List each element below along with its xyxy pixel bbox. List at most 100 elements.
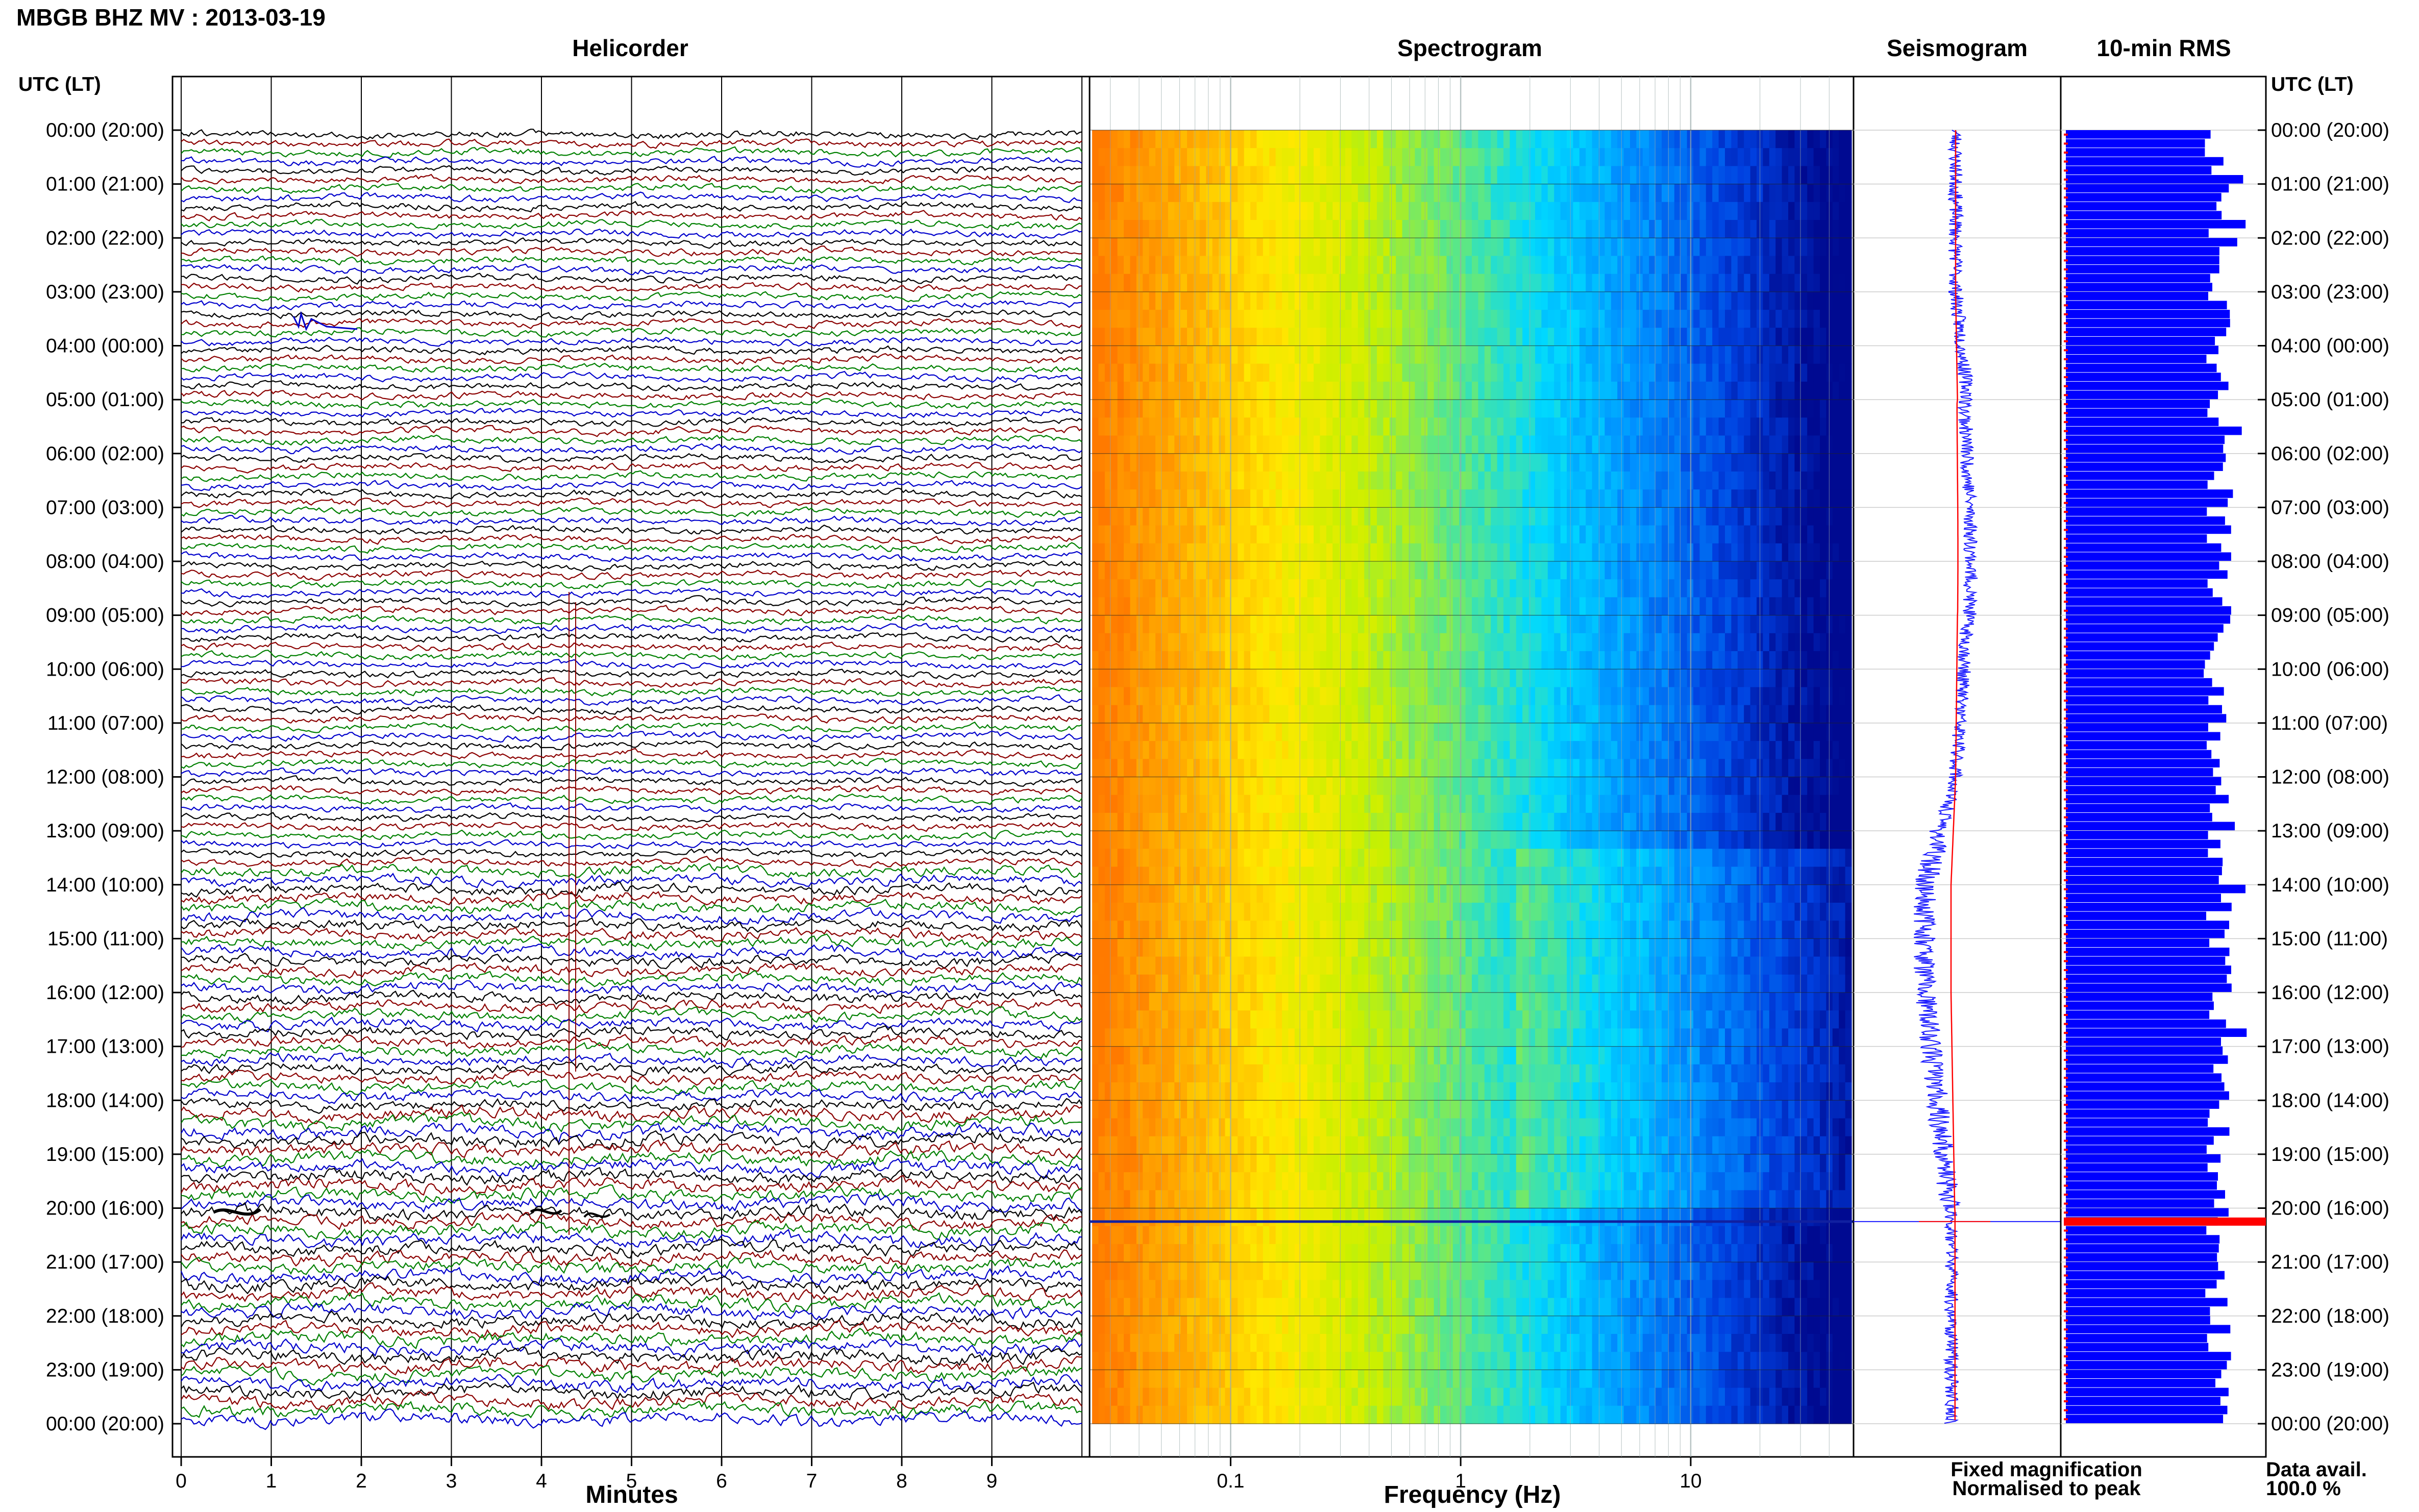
spectrogram-cell xyxy=(1351,1082,1359,1101)
spectrogram-cell xyxy=(1263,238,1270,257)
spectrogram-cell xyxy=(1130,956,1137,975)
spectrogram-cell xyxy=(1465,291,1472,310)
spectrogram-cell xyxy=(1288,184,1295,203)
spectrogram-cell xyxy=(1155,1010,1162,1029)
spectrogram-cell xyxy=(1162,1100,1169,1119)
spectrogram-cell xyxy=(1206,1064,1213,1083)
spectrogram-cell xyxy=(1263,1064,1270,1083)
spectrogram-cell xyxy=(1250,184,1257,203)
spectrogram-cell xyxy=(1219,1136,1225,1155)
spectrogram-cell xyxy=(1250,1010,1257,1029)
spectrogram-cell xyxy=(1383,1208,1390,1227)
spectrogram-cell xyxy=(1180,543,1188,562)
spectrogram-cell xyxy=(1320,345,1327,364)
spectrogram-cell xyxy=(1275,974,1282,993)
spectrogram-cell xyxy=(1326,741,1333,759)
spectrogram-cell xyxy=(1282,1208,1289,1227)
spectrogram-cell xyxy=(1180,597,1188,616)
spectrogram-cell xyxy=(1162,723,1169,741)
spectrogram-cell xyxy=(1250,1244,1257,1262)
spectrogram-cell xyxy=(1244,202,1251,220)
spectrogram-cell xyxy=(1484,381,1491,400)
spectrogram-cell xyxy=(1244,956,1251,975)
spectrogram-cell xyxy=(1326,256,1333,275)
spectrogram-cell xyxy=(1104,525,1112,544)
spectrogram-cell xyxy=(1111,903,1118,921)
spectrogram-cell xyxy=(1288,597,1295,616)
spectrogram-cell xyxy=(1098,148,1105,166)
spectrogram-cell xyxy=(1307,938,1314,957)
spectrogram-cell xyxy=(1339,903,1346,921)
spectrogram-cell xyxy=(1212,1370,1219,1389)
spectrogram-cell xyxy=(1446,1190,1453,1209)
spectrogram-cell xyxy=(1351,1064,1359,1083)
spectrogram-cell xyxy=(1402,884,1409,903)
spectrogram-cell xyxy=(1446,256,1453,275)
spectrogram-cell xyxy=(1098,1136,1105,1155)
spectrogram-cell xyxy=(1250,1028,1257,1047)
spectrogram-cell xyxy=(1497,849,1504,867)
spectrogram-cell xyxy=(1199,1298,1206,1317)
spectrogram-cell xyxy=(1098,884,1105,903)
spectrogram-cell xyxy=(1478,1334,1485,1352)
spectrogram-cell xyxy=(1238,1370,1245,1389)
spectrogram-cell xyxy=(1510,543,1517,562)
spectrogram-cell xyxy=(1332,921,1340,939)
spectrogram-cell xyxy=(1484,1208,1491,1227)
spectrogram-cell xyxy=(1497,202,1504,220)
spectrogram-cell xyxy=(1149,1010,1156,1029)
spectrogram-cell xyxy=(1345,1352,1352,1370)
spectrogram-cell xyxy=(1396,1262,1403,1280)
spectrogram-cell xyxy=(1326,1262,1333,1280)
spectrogram-cell xyxy=(1314,363,1320,382)
helicorder-trace xyxy=(181,881,1082,898)
spectrogram-cell xyxy=(1092,993,1099,1011)
spectrogram-cell xyxy=(1364,238,1371,257)
spectrogram-cell xyxy=(1206,1154,1213,1173)
spectrogram-cell xyxy=(1427,1244,1435,1262)
spectrogram-cell xyxy=(1402,759,1409,778)
spectrogram-cell xyxy=(1282,363,1289,382)
spectrogram-cell xyxy=(1180,1118,1188,1137)
spectrogram-cell xyxy=(1465,525,1472,544)
helicorder-trace xyxy=(181,1346,1082,1367)
spectrogram-cell xyxy=(1484,417,1491,436)
spectrogram-cell xyxy=(1402,1064,1409,1083)
spectrogram-cell xyxy=(1452,238,1460,257)
spectrogram-cell xyxy=(1244,453,1251,472)
spectrogram-cell xyxy=(1301,1226,1308,1245)
spectrogram-cell xyxy=(1263,687,1270,706)
spectrogram-cell xyxy=(1396,723,1403,741)
spectrogram-cell xyxy=(1180,220,1188,238)
spectrogram-cell xyxy=(1357,543,1365,562)
spectrogram-cell xyxy=(1484,1118,1491,1137)
spectrogram-cell xyxy=(1364,956,1371,975)
spectrogram-cell xyxy=(1497,525,1504,544)
spectrogram-cell xyxy=(1383,1064,1390,1083)
spectrogram-cell xyxy=(1345,417,1352,436)
spectrogram-cell xyxy=(1180,435,1188,454)
spectrogram-cell xyxy=(1155,417,1162,436)
spectrogram-cell xyxy=(1357,759,1365,778)
spectrogram-cell xyxy=(1155,1154,1162,1173)
spectrogram-cell xyxy=(1124,597,1130,616)
spectrogram-cell xyxy=(1409,812,1415,831)
spectrogram-cell xyxy=(1199,525,1206,544)
spectrogram-cell xyxy=(1364,1405,1371,1424)
spectrogram-cell xyxy=(1098,956,1105,975)
spectrogram-cell xyxy=(1364,1226,1371,1245)
spectrogram-cell xyxy=(1427,363,1435,382)
spectrogram-cell xyxy=(1484,148,1491,166)
spectrogram-cell xyxy=(1421,974,1428,993)
figure-title: MBGB BHZ MV : 2013-03-19 xyxy=(16,4,326,31)
spectrogram-cell xyxy=(1326,400,1333,418)
spectrogram-cell xyxy=(1351,723,1359,741)
spectrogram-cell xyxy=(1415,256,1422,275)
spectrogram-cell xyxy=(1294,130,1301,148)
spectrogram-cell xyxy=(1250,166,1257,185)
helicorder-trace xyxy=(181,1356,1082,1376)
spectrogram-cell xyxy=(1484,1387,1491,1406)
spectrogram-cell xyxy=(1174,1136,1181,1155)
spectrogram-cell xyxy=(1199,435,1206,454)
spectrogram-cell xyxy=(1472,1387,1478,1406)
